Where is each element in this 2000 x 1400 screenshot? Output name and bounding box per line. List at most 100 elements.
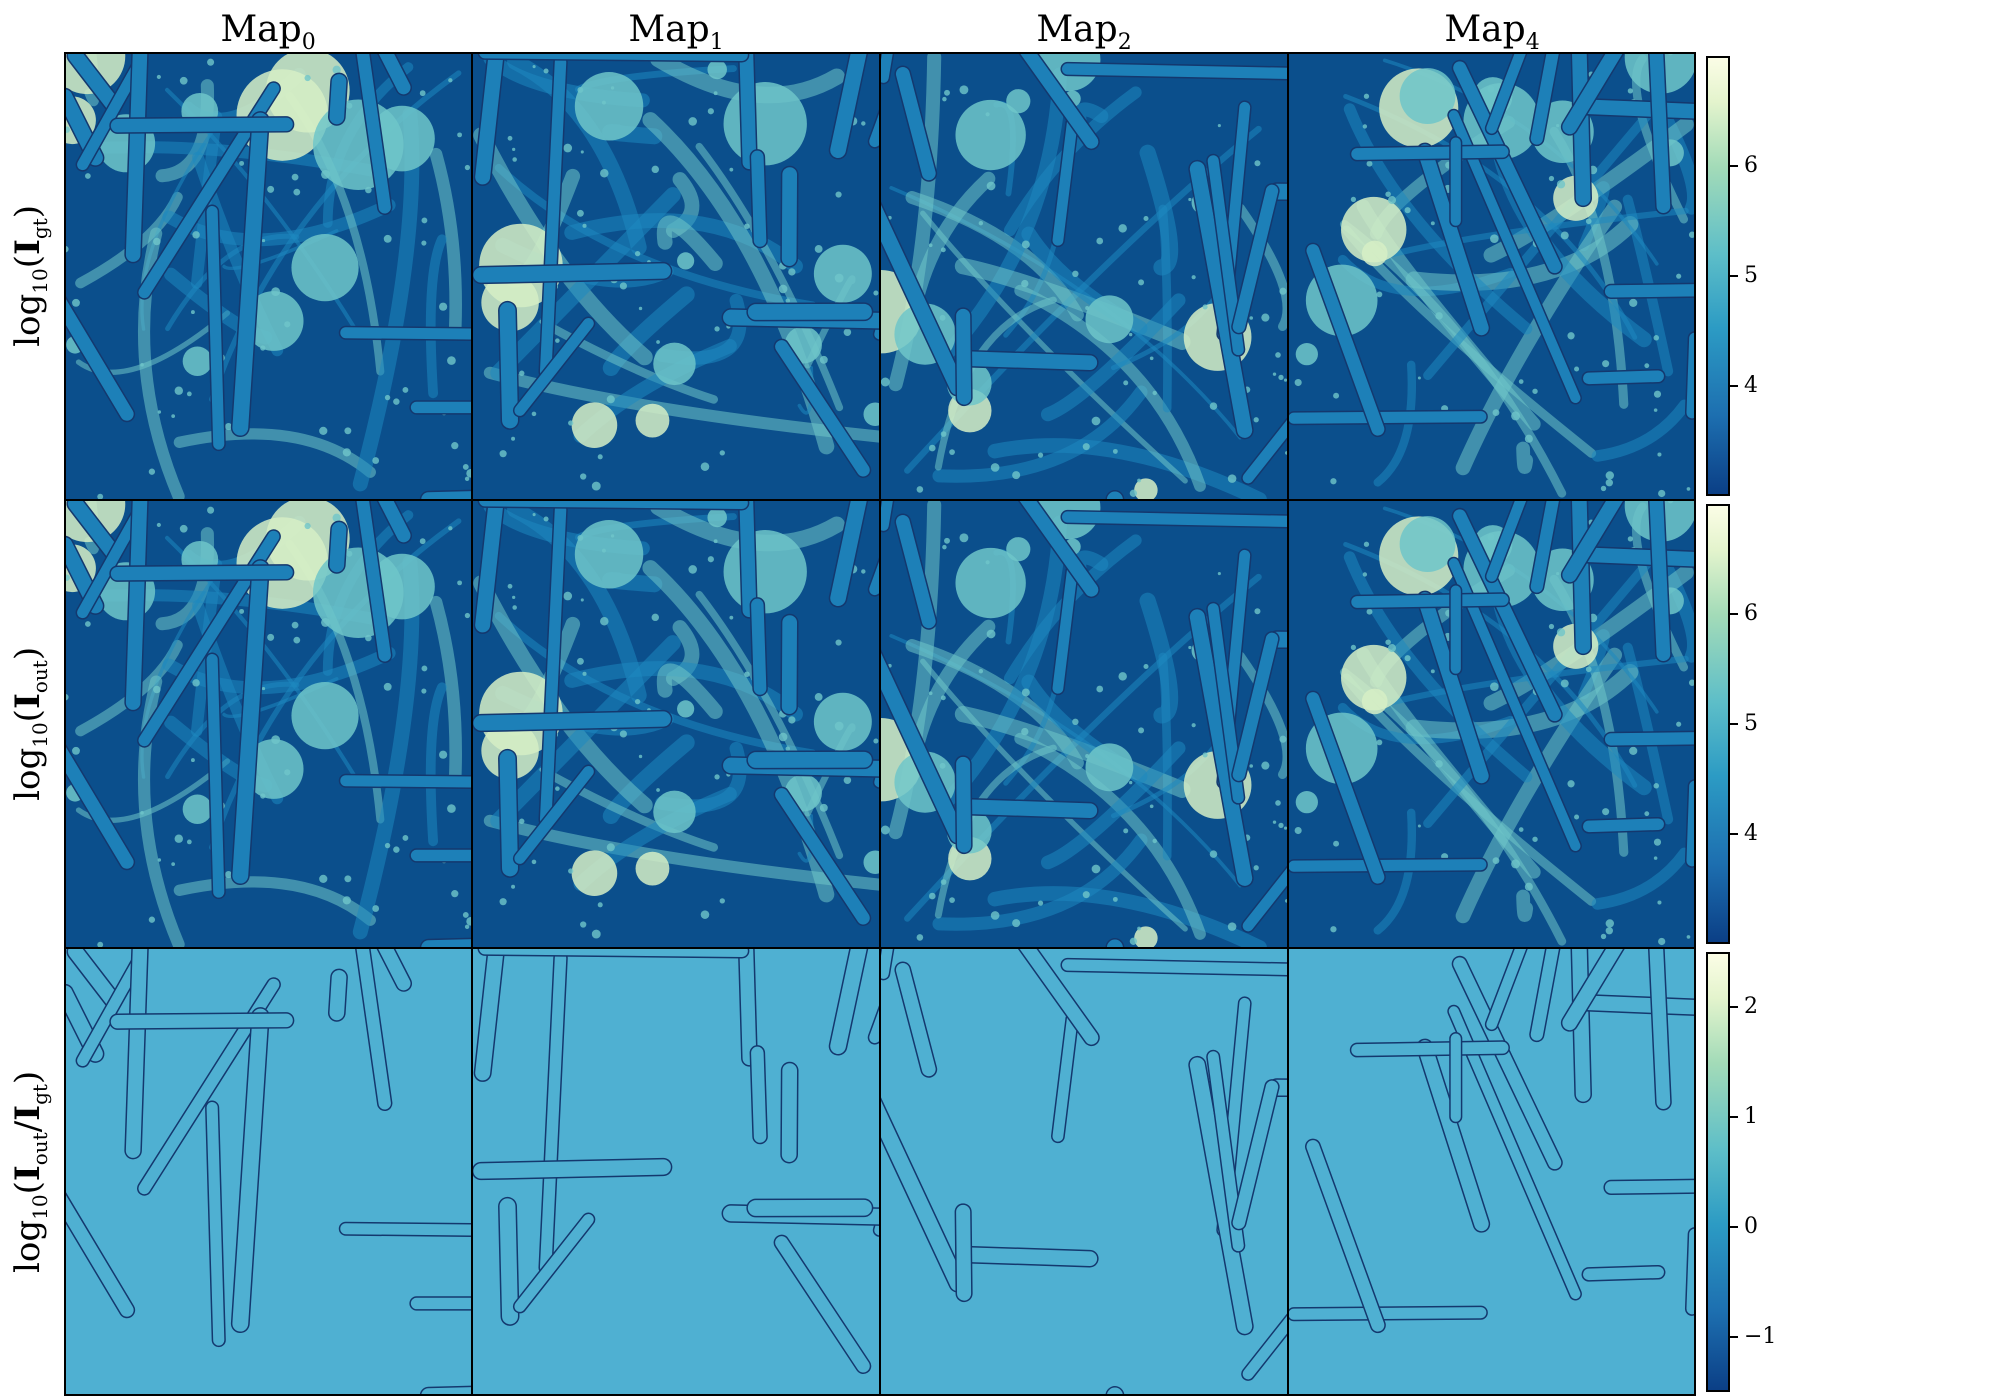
- filament: [173, 876, 376, 926]
- halo: [656, 788, 660, 792]
- halo: [880, 377, 890, 387]
- mask-fill: [1232, 184, 1279, 333]
- filament: [932, 385, 1148, 483]
- halo: [788, 268, 796, 276]
- halo: [1137, 478, 1141, 483]
- halo: [1653, 390, 1662, 398]
- halo: [1091, 864, 1101, 874]
- mask-fill: [1486, 500, 1527, 582]
- mask-fill: [1189, 161, 1253, 438]
- halo: [439, 750, 448, 759]
- halo: [707, 556, 714, 563]
- halo: [1532, 388, 1538, 394]
- halo: [171, 414, 176, 418]
- halo: [610, 86, 615, 90]
- halo: [1037, 900, 1044, 906]
- halo: [365, 186, 372, 194]
- filament: [429, 595, 462, 782]
- halo: [72, 298, 80, 307]
- mask-fill: [499, 750, 518, 877]
- mask-fill: [329, 970, 347, 1021]
- colorbar-tick: [1730, 1006, 1738, 1008]
- halo: [606, 843, 615, 852]
- map-image: [1288, 52, 1696, 500]
- halo: [1278, 822, 1284, 828]
- mask-fill: [1288, 411, 1487, 424]
- halo: [369, 553, 435, 620]
- mask-fill: [1486, 948, 1527, 1030]
- halo: [861, 569, 866, 574]
- halo: [319, 426, 328, 436]
- mask-fill: [775, 340, 870, 477]
- mask-fill: [1306, 1140, 1385, 1332]
- halo: [719, 898, 725, 904]
- halo: [499, 450, 507, 458]
- map-panel: [1288, 500, 1696, 948]
- filament: [1373, 360, 1416, 487]
- halo: [1362, 572, 1368, 577]
- halo: [1600, 933, 1607, 940]
- halo: [291, 682, 359, 750]
- mask-fill: [125, 948, 148, 1158]
- mask-fill: [514, 1214, 594, 1312]
- halo: [778, 284, 788, 294]
- halo: [402, 387, 409, 393]
- halo: [563, 143, 573, 153]
- halo: [1134, 478, 1158, 500]
- halo: [1118, 672, 1127, 681]
- halo: [174, 386, 184, 395]
- halo: [393, 398, 400, 405]
- halo: [1602, 808, 1610, 816]
- mask-fill: [1306, 244, 1385, 436]
- map-panel: [64, 948, 472, 1396]
- halo: [959, 533, 969, 543]
- halo: [321, 617, 330, 627]
- halo: [677, 700, 695, 718]
- mask-fill: [64, 1191, 134, 1317]
- filament: [1014, 284, 1206, 492]
- mask-fill: [1019, 500, 1099, 597]
- mask-fill: [775, 1236, 870, 1373]
- image-grid: [64, 52, 1696, 1396]
- filament: [1455, 199, 1623, 476]
- halo: [928, 691, 933, 696]
- halo: [1350, 644, 1357, 651]
- mask-fill: [329, 522, 347, 573]
- mask-fill: [775, 788, 870, 925]
- halo: [1085, 306, 1090, 311]
- halo: [1518, 827, 1524, 832]
- halo: [985, 560, 990, 565]
- halo: [1188, 197, 1192, 202]
- halo: [239, 160, 245, 166]
- filament: [1235, 651, 1288, 780]
- halo: [591, 481, 601, 491]
- halo: [835, 191, 842, 198]
- halo: [1524, 434, 1533, 443]
- column-title-map0: Map0: [220, 9, 316, 56]
- halo: [576, 209, 584, 217]
- halo: [928, 892, 936, 900]
- halo: [1188, 645, 1192, 650]
- mask-fill: [956, 1204, 972, 1301]
- halo: [332, 513, 341, 522]
- halo: [939, 762, 946, 769]
- colorbar-tick-label: 5: [1744, 711, 1758, 736]
- halo: [267, 185, 275, 193]
- halo: [224, 423, 233, 431]
- colorbar-tick-label: 1: [1744, 1104, 1758, 1129]
- halo: [1294, 826, 1302, 835]
- halo: [653, 342, 696, 386]
- halo: [284, 769, 291, 776]
- halo: [321, 169, 330, 179]
- halo: [1574, 366, 1580, 372]
- halo: [785, 746, 790, 751]
- halo: [157, 410, 162, 414]
- halo: [1490, 682, 1499, 691]
- halo: [1658, 489, 1666, 498]
- halo: [1600, 485, 1607, 492]
- mask-fill: [473, 263, 671, 283]
- column-title-map2: Map2: [1036, 9, 1132, 56]
- halo: [1330, 478, 1337, 485]
- halo: [582, 671, 587, 676]
- halo: [512, 595, 516, 600]
